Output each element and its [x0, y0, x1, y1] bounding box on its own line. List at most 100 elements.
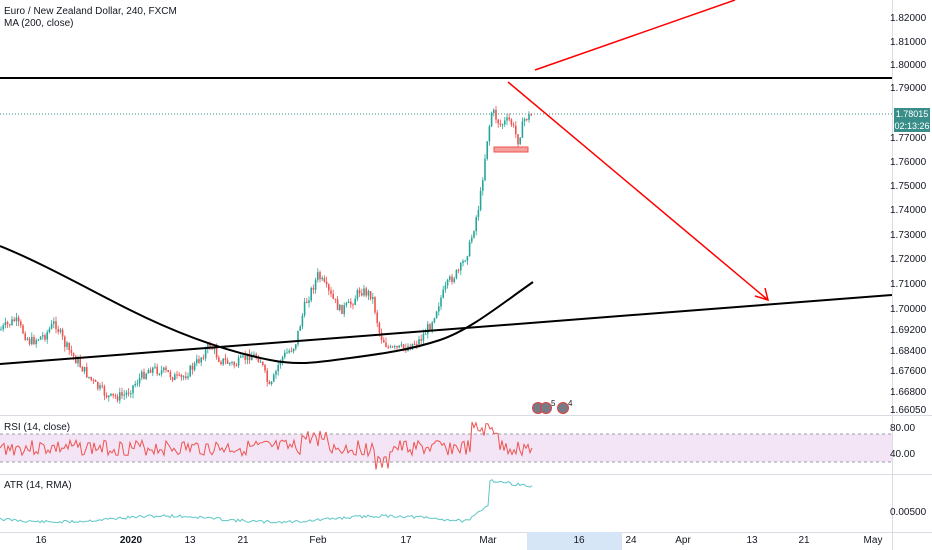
candle-body: [90, 376, 92, 380]
price-scale-label: 1.82000: [890, 13, 927, 24]
candle-body: [233, 362, 235, 366]
atr-chart[interactable]: [0, 475, 892, 532]
candle-body: [196, 359, 198, 364]
candle-body: [136, 383, 139, 385]
candle-body: [365, 288, 367, 296]
candle-body: [121, 392, 123, 396]
candle-body: [116, 396, 119, 401]
atr-pane[interactable]: [0, 475, 892, 532]
current-price-badge: 1.78015: [894, 108, 930, 120]
candle-body: [37, 339, 40, 341]
candle-body: [442, 289, 444, 298]
main-chart-pane[interactable]: [0, 0, 892, 415]
event-marker-icon[interactable]: [557, 402, 569, 414]
candle-body: [495, 109, 497, 120]
candle-body: [101, 385, 103, 387]
candle-body: [242, 355, 244, 357]
time-axis-label: 13: [184, 535, 196, 546]
candle-body: [504, 120, 506, 125]
candle-body: [4, 322, 7, 326]
candle-body: [277, 365, 279, 372]
price-scale-label: 1.73000: [890, 230, 927, 241]
rsi-scale-label: 80.00: [890, 423, 916, 434]
candle-body: [24, 333, 26, 340]
candle-body: [416, 344, 418, 346]
rsi-pane[interactable]: [0, 416, 892, 474]
candle-body: [429, 324, 431, 330]
candle-body: [308, 300, 310, 303]
rsi-chart[interactable]: [0, 416, 892, 474]
up-arrow-line[interactable]: [534, 0, 736, 71]
candle-body: [70, 350, 73, 354]
price-scale-label: 1.71000: [890, 279, 927, 290]
candle-body: [77, 358, 79, 364]
candle-body: [44, 335, 46, 340]
candle-body: [411, 343, 414, 350]
trend-line[interactable]: [0, 294, 892, 365]
event-marker-icon[interactable]: [540, 402, 552, 414]
candle-body: [455, 269, 458, 279]
candle-body: [231, 362, 233, 364]
candle-body: [279, 361, 282, 366]
candle-body: [182, 376, 185, 378]
candle-body: [400, 344, 403, 346]
candle-body: [490, 113, 493, 127]
time-axis-label: 21: [798, 535, 810, 546]
candle-body: [147, 369, 150, 374]
candle-body: [334, 298, 337, 300]
candle-body: [506, 117, 508, 121]
candle-body: [134, 383, 136, 386]
candle-body: [204, 349, 207, 359]
candle-body: [251, 356, 253, 361]
price-chart[interactable]: [0, 0, 892, 415]
symbol-legend: Euro / New Zealand Dollar, 240, FXCM: [4, 6, 177, 17]
price-scale-label: 1.69200: [890, 325, 927, 336]
candle-body: [477, 209, 480, 218]
candle-body: [273, 374, 275, 382]
candle-body: [81, 366, 84, 372]
candle-body: [15, 317, 18, 322]
candle-body: [468, 241, 471, 257]
candle-body: [339, 304, 341, 311]
candle-body: [193, 363, 196, 370]
candle-body: [152, 367, 154, 373]
candle-body: [213, 348, 216, 350]
time-cursor-highlight: [527, 532, 622, 550]
candle-body: [2, 325, 4, 330]
candle-body: [28, 338, 31, 345]
candle-body: [191, 365, 194, 370]
candle-body: [464, 260, 466, 262]
candle-body: [72, 353, 75, 357]
candle-body: [453, 278, 455, 283]
candle-body: [457, 269, 460, 271]
candle-body: [253, 354, 255, 357]
down-arrow-line[interactable]: [507, 81, 769, 301]
candle-body: [435, 311, 438, 319]
candle-body: [288, 350, 290, 353]
candle-body: [424, 333, 427, 335]
time-axis-label: 24: [625, 535, 637, 546]
candle-body: [240, 356, 242, 358]
candle-body: [402, 344, 405, 349]
candle-body: [226, 360, 229, 364]
candle-body: [292, 348, 295, 352]
support-box[interactable]: [493, 146, 529, 153]
candle-body: [105, 395, 108, 398]
candle-body: [207, 344, 209, 350]
candle-body: [275, 371, 277, 375]
candle-body: [0, 329, 2, 331]
candle-body: [528, 114, 530, 120]
candle-body: [420, 339, 422, 341]
candle-body: [160, 370, 163, 374]
candle-body: [268, 381, 271, 385]
candle-body: [202, 357, 205, 359]
candle-body: [209, 344, 211, 348]
candle-body: [132, 385, 134, 394]
candle-body: [114, 395, 117, 397]
candle-body: [367, 290, 370, 296]
candle-body: [68, 342, 70, 351]
price-scale-label: 1.68400: [890, 346, 927, 357]
candle-body: [185, 376, 187, 379]
candle-body: [389, 346, 392, 348]
candle-body: [352, 304, 354, 306]
